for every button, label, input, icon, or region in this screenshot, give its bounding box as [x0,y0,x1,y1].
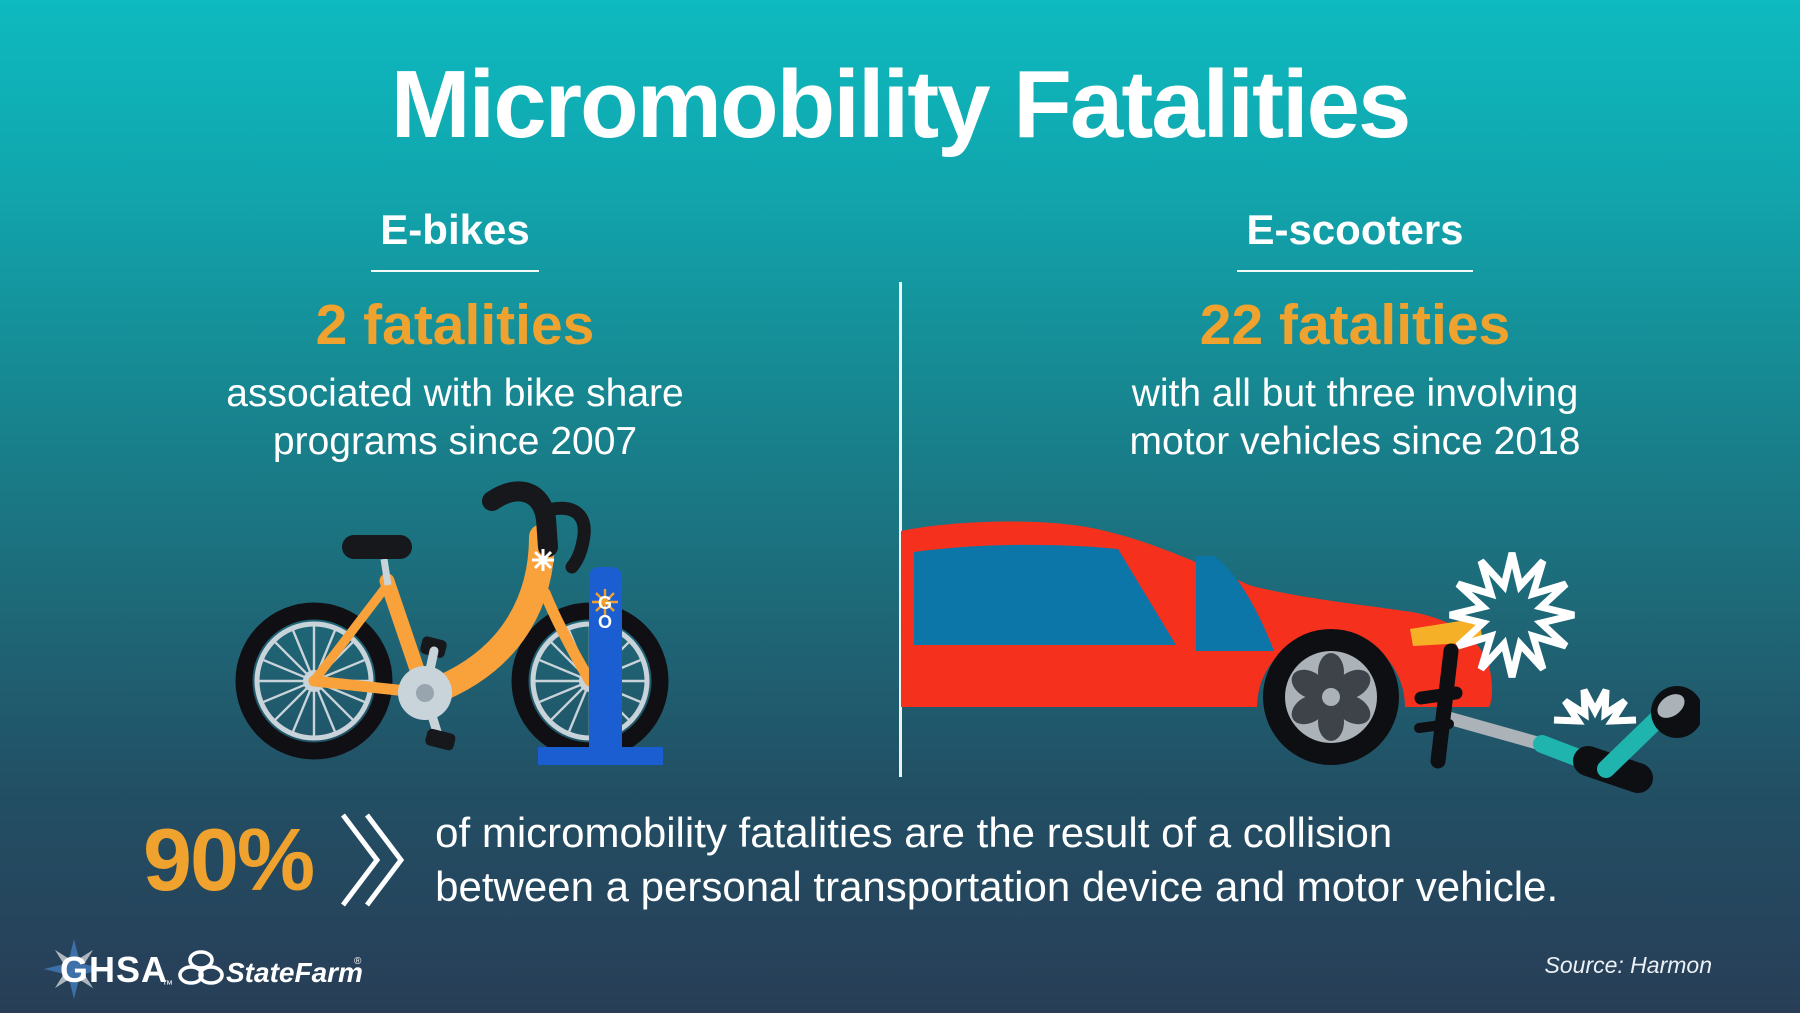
statefarm-wordmark: StateFarm [226,957,363,988]
car-front-window-icon [1196,556,1274,651]
highlight-text-line2: between a personal transportation device… [435,862,1559,910]
crash-starburst-large-icon [1449,552,1575,678]
ebikes-underline [371,270,539,272]
bike-handlebar-icon [482,481,591,574]
car-rear-window-icon [914,544,1176,645]
bike-seat-icon [342,535,412,586]
escooters-stat: 22 fatalities [1199,293,1511,357]
escooters-description-line1: with all but three involving [1131,372,1579,415]
highlight-text: of micromobility fatalities are the resu… [435,806,1558,914]
ebikes-section: E-bikes 2 fatalities associated with bik… [105,206,805,465]
ghsa-compass-icon [44,939,104,999]
highlight-stat-row: 90% of micromobility fatalities are the … [143,806,1558,914]
escooters-description: with all but three involving motor vehic… [1005,370,1705,465]
ebikes-stat: 2 fatalities [315,293,595,357]
bike-crank-icon [398,636,456,751]
source-credit: Source: Harmon [1544,952,1712,978]
crash-starburst-small-icon [1553,688,1637,725]
ebikes-description-line1: associated with bike share [226,372,684,415]
ghsa-wordmark: GHSA [60,949,168,990]
ebikes-heading: E-bikes [380,206,530,253]
dock-letter-o: O [598,612,612,632]
escooters-section: E-scooters 22 fatalities with all but th… [1005,206,1705,465]
statefarm-registered-mark: ® [354,956,362,967]
ebikes-description: associated with bike share programs sinc… [105,370,805,465]
ghsa-logo: GHSA ™ [44,939,173,999]
double-chevron-icon [341,813,405,907]
escooters-heading: E-scooters [1246,206,1464,253]
page-title: Micromobility Fatalities [390,51,1412,158]
car-wheel-icon [1263,629,1399,765]
ghsa-trademark: ™ [162,979,173,991]
scooter-icon [1414,643,1700,793]
scooter-handlebar-icon [1414,643,1463,769]
dock-go-logo: G O [592,589,618,632]
scooter-rear-wheel-icon [1651,686,1700,738]
bike-share-illustration: G O [235,481,669,765]
escooters-description-line2: motor vehicles since 2018 [1129,419,1581,463]
ebikes-description-line2: programs since 2007 [272,419,638,463]
escooters-underline [1237,270,1473,272]
highlight-value: 90% [143,809,315,909]
car-scooter-collision-illustration [901,521,1700,793]
bike-logo-starburst-icon [532,549,554,571]
statefarm-logo: StateFarm ® [178,950,363,988]
statefarm-trefoil-icon [178,950,224,985]
bike-dock-icon: G O [538,567,663,765]
highlight-text-line1: of micromobility fatalities are the resu… [435,809,1393,856]
dock-letter-g: G [598,593,612,613]
column-divider [899,282,902,777]
